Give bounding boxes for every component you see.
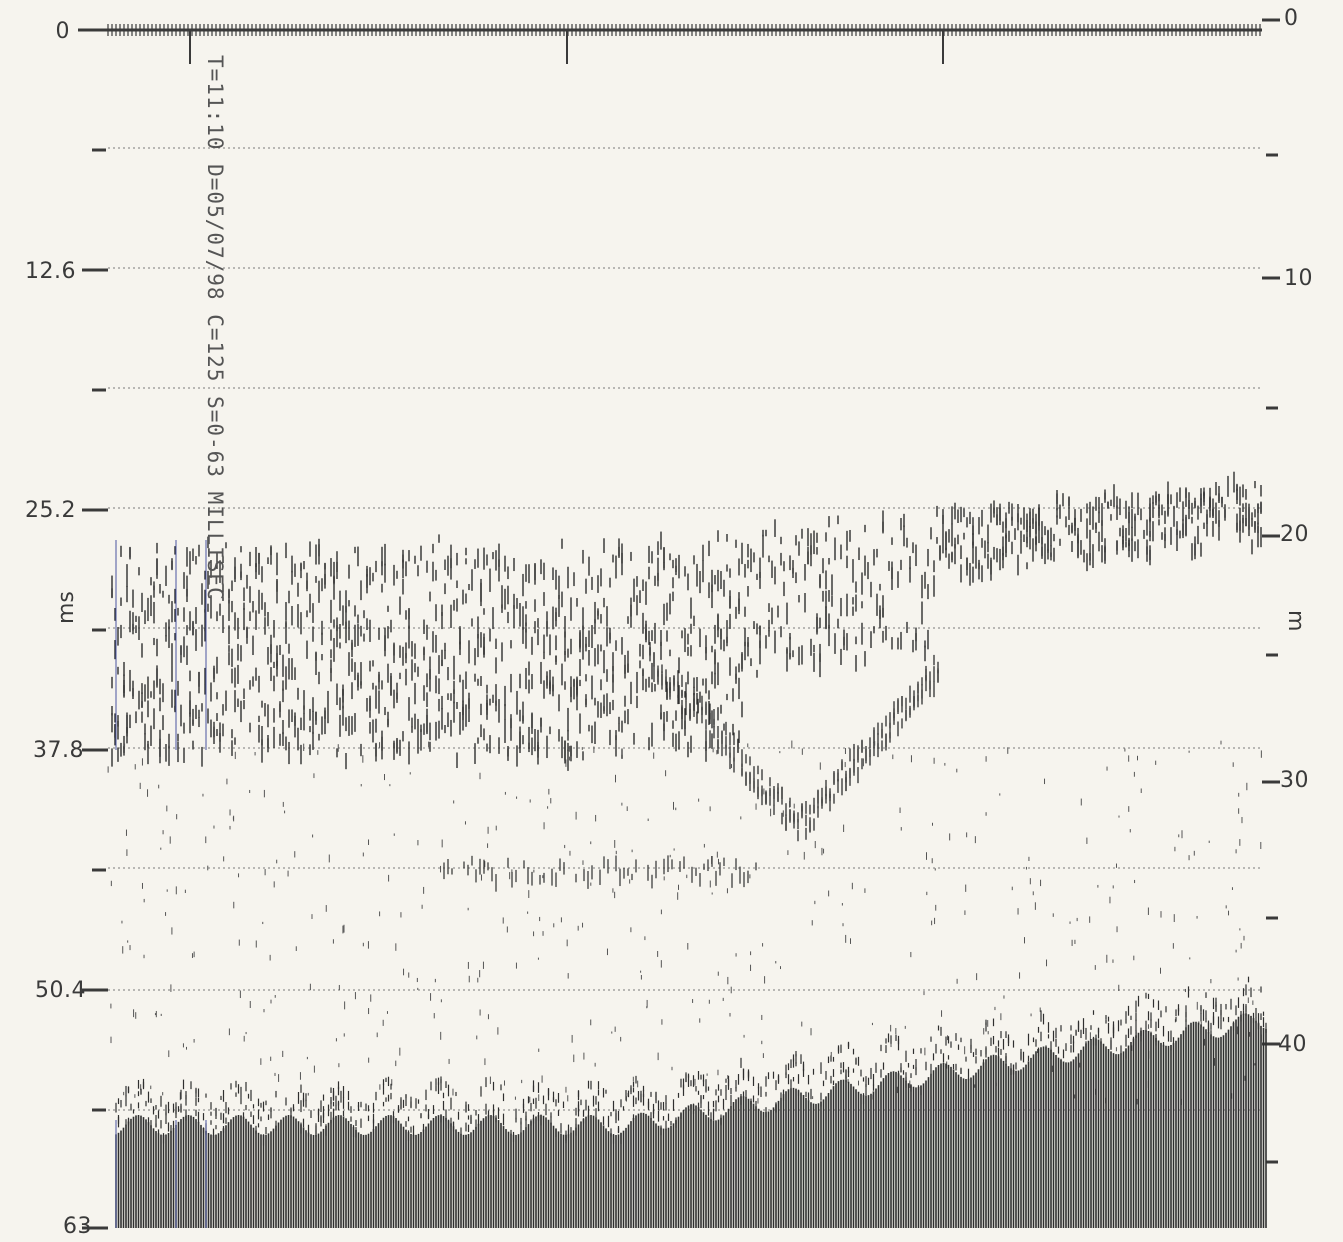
right-axis-unit: m	[1283, 610, 1308, 632]
left-axis-label-37-8: 37.8	[33, 738, 84, 763]
left-axis-label-0: 0	[55, 19, 70, 44]
right-axis-label-30: 30	[1280, 768, 1309, 793]
right-axis-label-10: 10	[1284, 266, 1313, 291]
echo-returns	[107, 471, 1267, 1228]
left-axis-label-50-4: 50.4	[35, 978, 86, 1003]
left-axis-label-63: 63	[63, 1214, 92, 1239]
right-axis-label-40: 40	[1278, 1032, 1307, 1057]
left-axis-unit: ms	[54, 591, 79, 624]
right-axis-label-0: 0	[1284, 6, 1299, 31]
left-axis-label-12-6: 12.6	[25, 259, 76, 284]
recording-annotation: T=11:10 D=05/07/98 C=125 S=0-63 MILLISEC	[203, 55, 227, 601]
axis-ticks	[78, 18, 1280, 1230]
left-axis-label-25-2: 25.2	[25, 498, 76, 523]
right-axis-label-20: 20	[1280, 522, 1309, 547]
